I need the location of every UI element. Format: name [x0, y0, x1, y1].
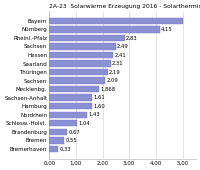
Bar	[49, 18, 183, 24]
Text: 1,61: 1,61	[93, 95, 105, 100]
Text: 0,33: 0,33	[59, 146, 71, 151]
Bar	[49, 112, 87, 118]
Text: 1,04: 1,04	[78, 121, 90, 126]
Text: 1,868: 1,868	[100, 87, 115, 92]
Bar	[49, 146, 58, 152]
Bar	[49, 137, 64, 143]
Text: 0,67: 0,67	[68, 129, 80, 134]
Bar	[49, 86, 99, 92]
Text: 0,55: 0,55	[65, 138, 77, 143]
Bar	[49, 35, 125, 41]
Text: 1,43: 1,43	[89, 112, 100, 117]
Bar	[49, 26, 160, 33]
Bar	[49, 120, 77, 126]
Text: 2,09: 2,09	[106, 78, 118, 83]
Text: 1,60: 1,60	[93, 104, 105, 109]
Bar	[49, 103, 92, 109]
Bar	[49, 77, 105, 84]
Bar	[49, 43, 116, 50]
Text: 2,83: 2,83	[126, 35, 138, 40]
Bar	[49, 69, 108, 75]
Bar	[49, 60, 111, 67]
Bar	[49, 52, 113, 58]
Bar	[49, 129, 67, 135]
Bar	[49, 95, 92, 101]
Text: 2,31: 2,31	[112, 61, 124, 66]
Text: 2,19: 2,19	[109, 70, 121, 75]
Text: 2A-23  Solarwärme Erzeugung 2016 - Solarthermisches Potenzial auf Dachflächen [%: 2A-23 Solarwärme Erzeugung 2016 - Solart…	[49, 4, 200, 9]
Text: 2,49: 2,49	[117, 44, 129, 49]
Text: 4,15: 4,15	[161, 27, 173, 32]
Text: 2,41: 2,41	[115, 53, 127, 57]
